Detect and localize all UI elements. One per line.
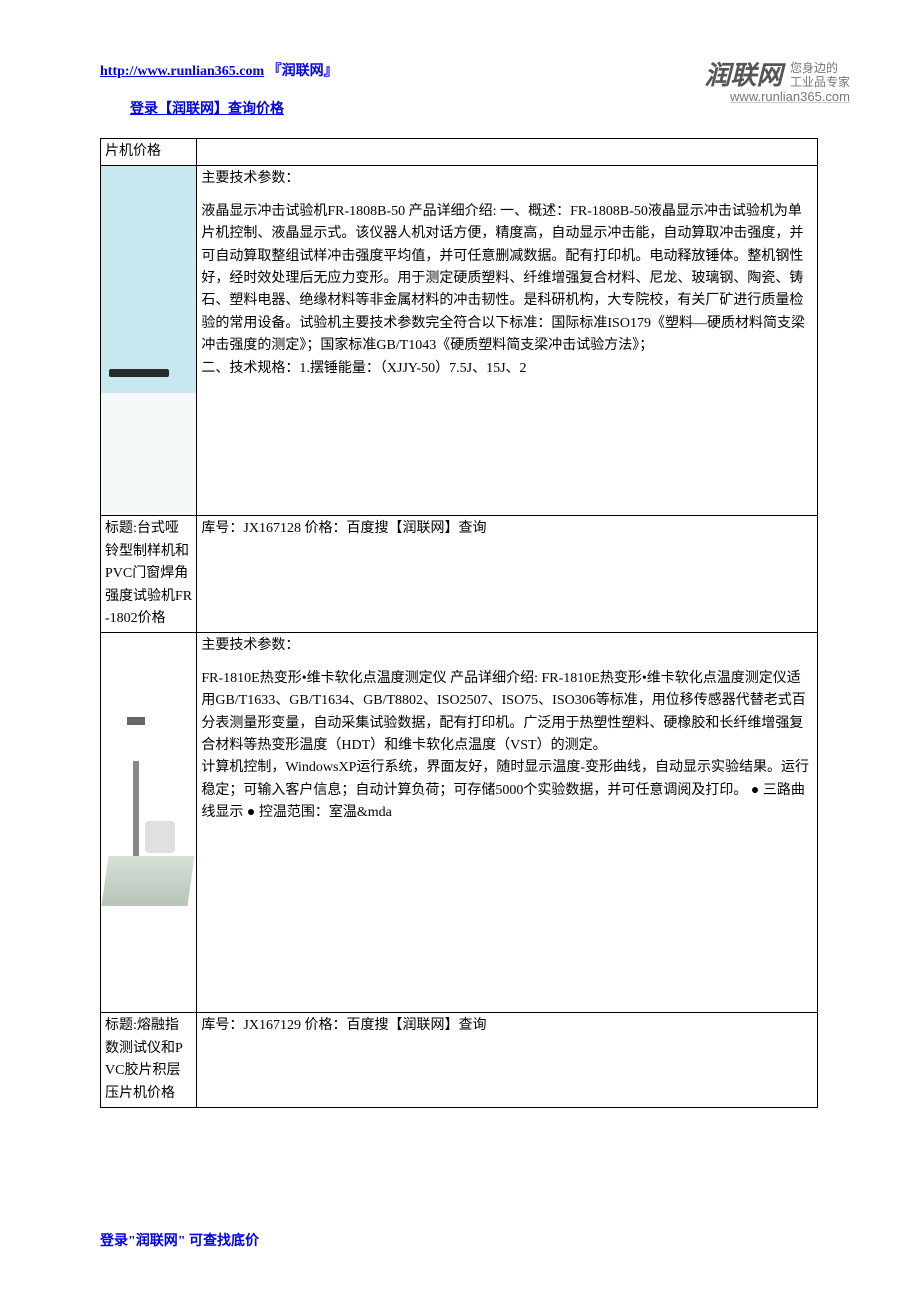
table-row: 标题:台式哑铃型制样机和PVC门窗焊角强度试验机FR-1802价格 库号：JX1… [101, 516, 818, 633]
product1-image-cell [101, 166, 197, 516]
footer-text: 登录"润联网" 可查找底价 [100, 1230, 259, 1250]
watermark-url: www.runlian365.com [704, 89, 850, 105]
row4-left: 标题:熔融指数测试仪和PVC胶片积层压片机价格 [101, 1013, 197, 1108]
product1-desc-body: 液晶显示冲击试验机FR-1808B-50 产品详细介绍: 一、概述：FR-180… [201, 201, 813, 380]
product2-desc-title: 主要技术参数： [201, 635, 813, 657]
product1-desc: 主要技术参数： 液晶显示冲击试验机FR-1808B-50 产品详细介绍: 一、概… [197, 166, 818, 516]
row2-left: 标题:台式哑铃型制样机和PVC门窗焊角强度试验机FR-1802价格 [101, 516, 197, 633]
watermark-main: 润联网 [704, 60, 782, 91]
product2-desc: 主要技术参数： FR-1810E热变形•维卡软化点温度测定仪 产品详细介绍: F… [197, 633, 818, 1013]
product1-image [101, 166, 196, 515]
row2-right: 库号：JX167128 价格：百度搜【润联网】查询 [197, 516, 818, 633]
product-table: 片机价格 主要技术参数： 液晶显示冲击试验机FR-1808B-50 产品详细介绍… [100, 138, 818, 1108]
product2-image-cell [101, 633, 197, 1013]
table-row: 主要技术参数： 液晶显示冲击试验机FR-1808B-50 产品详细介绍: 一、概… [101, 166, 818, 516]
table-row: 主要技术参数： FR-1810E热变形•维卡软化点温度测定仪 产品详细介绍: F… [101, 633, 818, 1013]
row0-right [197, 139, 818, 166]
site-url-link[interactable]: http://www.runlian365.com [100, 64, 264, 79]
row0-left: 片机价格 [101, 139, 197, 166]
product2-image [101, 633, 196, 1012]
watermark-sub: 您身边的工业品专家 [790, 62, 850, 88]
table-row: 标题:熔融指数测试仪和PVC胶片积层压片机价格 库号：JX167129 价格：百… [101, 1013, 818, 1108]
site-name: 『润联网』 [268, 64, 338, 79]
row4-right: 库号：JX167129 价格：百度搜【润联网】查询 [197, 1013, 818, 1108]
table-row: 片机价格 [101, 139, 818, 166]
product1-desc-title: 主要技术参数： [201, 168, 813, 190]
watermark: 润联网 您身边的工业品专家 www.runlian365.com [704, 60, 850, 105]
product2-desc-body: FR-1810E热变形•维卡软化点温度测定仪 产品详细介绍: FR-1810E热… [201, 668, 813, 825]
